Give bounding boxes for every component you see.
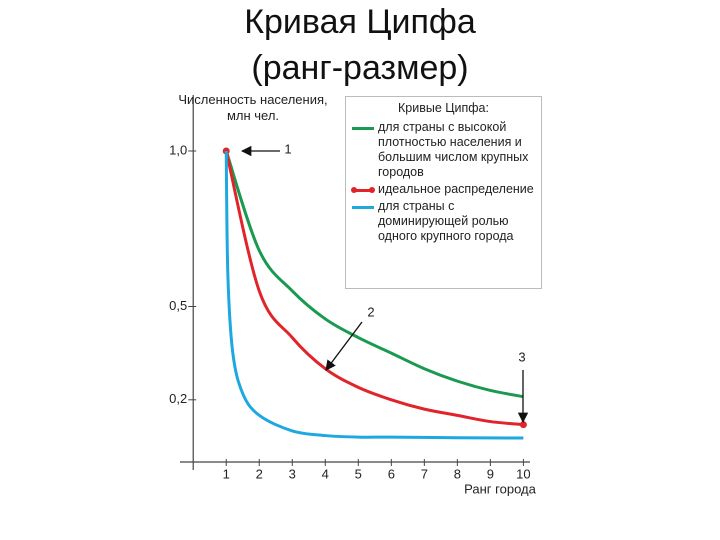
y-tick-label: 0,5	[169, 298, 187, 313]
annotation: 3	[518, 349, 525, 364]
x-tick-label: 5	[355, 466, 362, 481]
legend-item: для страны с доминирующей ролью одного к…	[352, 199, 535, 244]
annotation: 2	[367, 304, 374, 319]
legend-label: идеальное распределение	[378, 182, 534, 196]
x-tick-label: 3	[289, 466, 296, 481]
x-tick-label: 8	[454, 466, 461, 481]
annotation: 1	[284, 141, 291, 156]
x-tick-label: 6	[388, 466, 395, 481]
legend-label: для страны с высокой плотностью населени…	[378, 120, 529, 179]
legend-swatch	[351, 182, 378, 197]
line-series	[224, 150, 524, 440]
x-tick-label: 9	[487, 466, 494, 481]
legend-swatch	[352, 199, 378, 214]
legend-title: Кривые Ципфа:	[398, 101, 489, 115]
y-axis-label: Численность населения, млн чел.	[178, 92, 328, 123]
legend-item: идеальное распределение	[351, 182, 535, 197]
x-tick-label: 10	[516, 466, 530, 481]
line-series	[224, 150, 524, 427]
legend-item: для страны с высокой плотностью населени…	[352, 120, 535, 180]
line-series	[224, 150, 524, 399]
x-tick-label: 2	[256, 466, 263, 481]
x-tick-label: 1	[223, 466, 230, 481]
x-tick-label: 7	[421, 466, 428, 481]
y-tick-label: 0,2	[169, 391, 187, 406]
y-tick-label: 1,0	[169, 142, 187, 157]
legend-label: для страны с доминирующей ролью одного к…	[378, 199, 514, 243]
chart-subtitle: (ранг-размер)	[251, 49, 468, 87]
legend-swatch	[352, 120, 378, 135]
legend: Кривые Ципфа: для страны с высокой плотн…	[345, 96, 542, 289]
end-marker	[519, 421, 527, 429]
chart-title: Кривая Ципфа	[244, 3, 476, 41]
x-axis-label: Ранг города	[464, 481, 536, 496]
x-tick-label: 4	[322, 466, 329, 481]
annotation-arrow	[325, 321, 363, 371]
